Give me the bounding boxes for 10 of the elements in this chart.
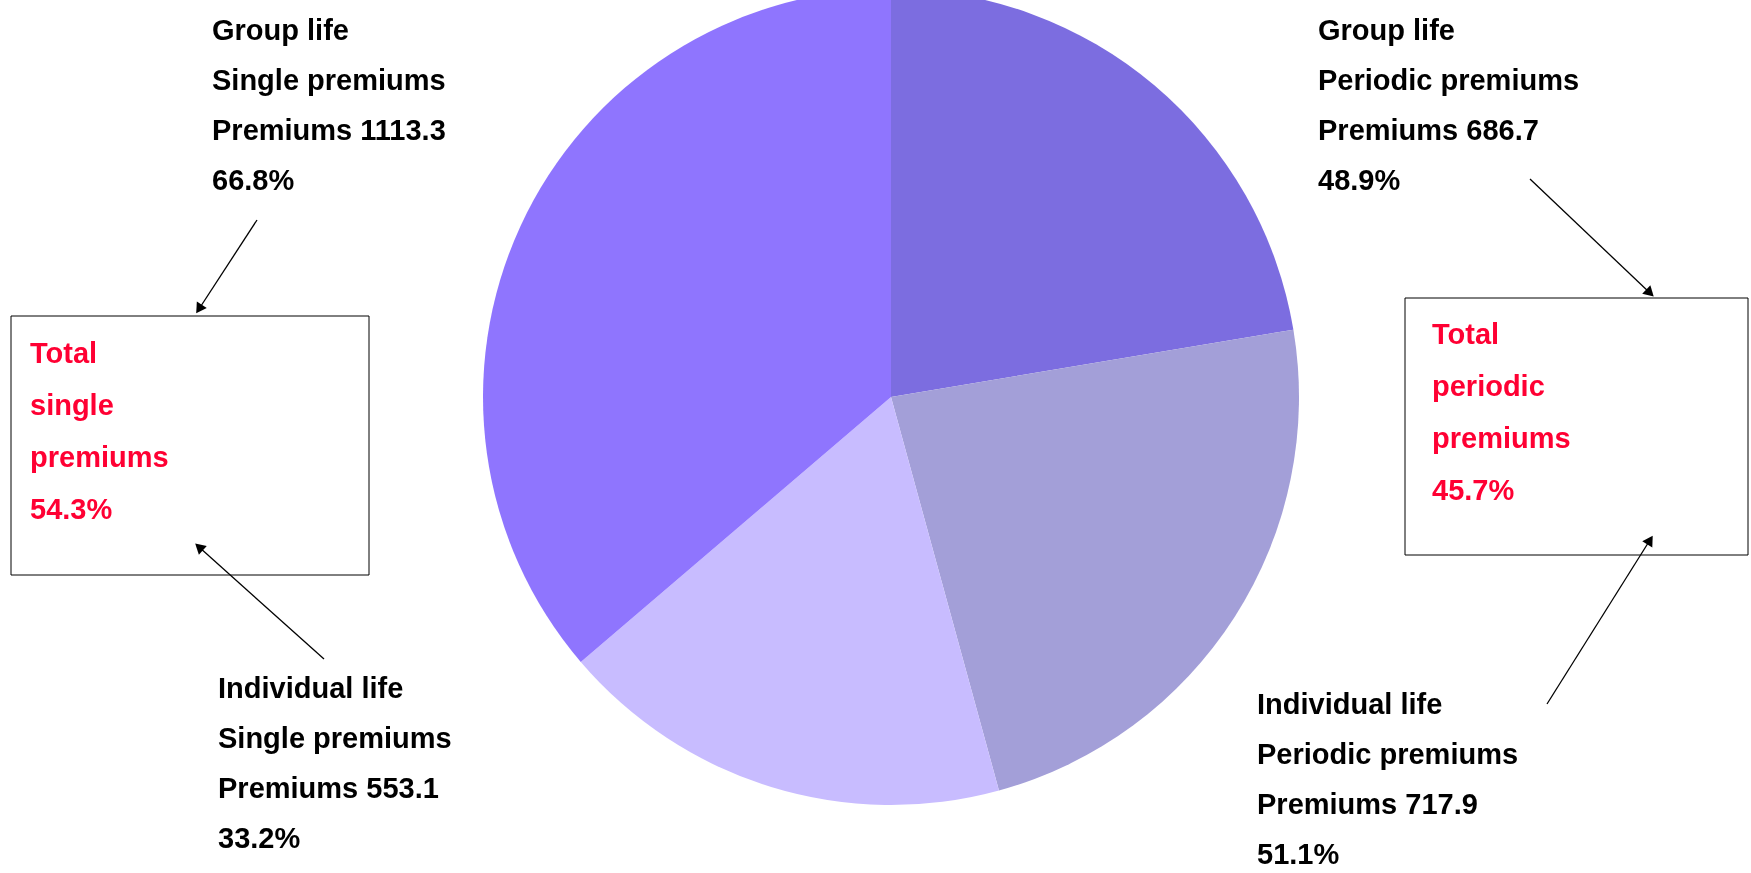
data-label: Premiums 717.9 51.1% [1257,788,1478,870]
slice-label: Group life Single premiums [212,14,446,96]
data-label: Premiums 1113.3 66.8% [212,114,446,196]
text: Total periodic premiums 45.7% [1432,318,1571,506]
slice-label: Group life Periodic premiums [1318,14,1580,96]
slice-label: Individual life Periodic premiums [1257,688,1519,770]
text: Total single premiums 54.3% [30,337,169,525]
data-label: Premiums 686.7 48.9% [1318,114,1539,196]
slice-label: Individual life Single premiums [218,672,452,754]
data-label: Premiums 553.1 33.2% [218,772,439,854]
